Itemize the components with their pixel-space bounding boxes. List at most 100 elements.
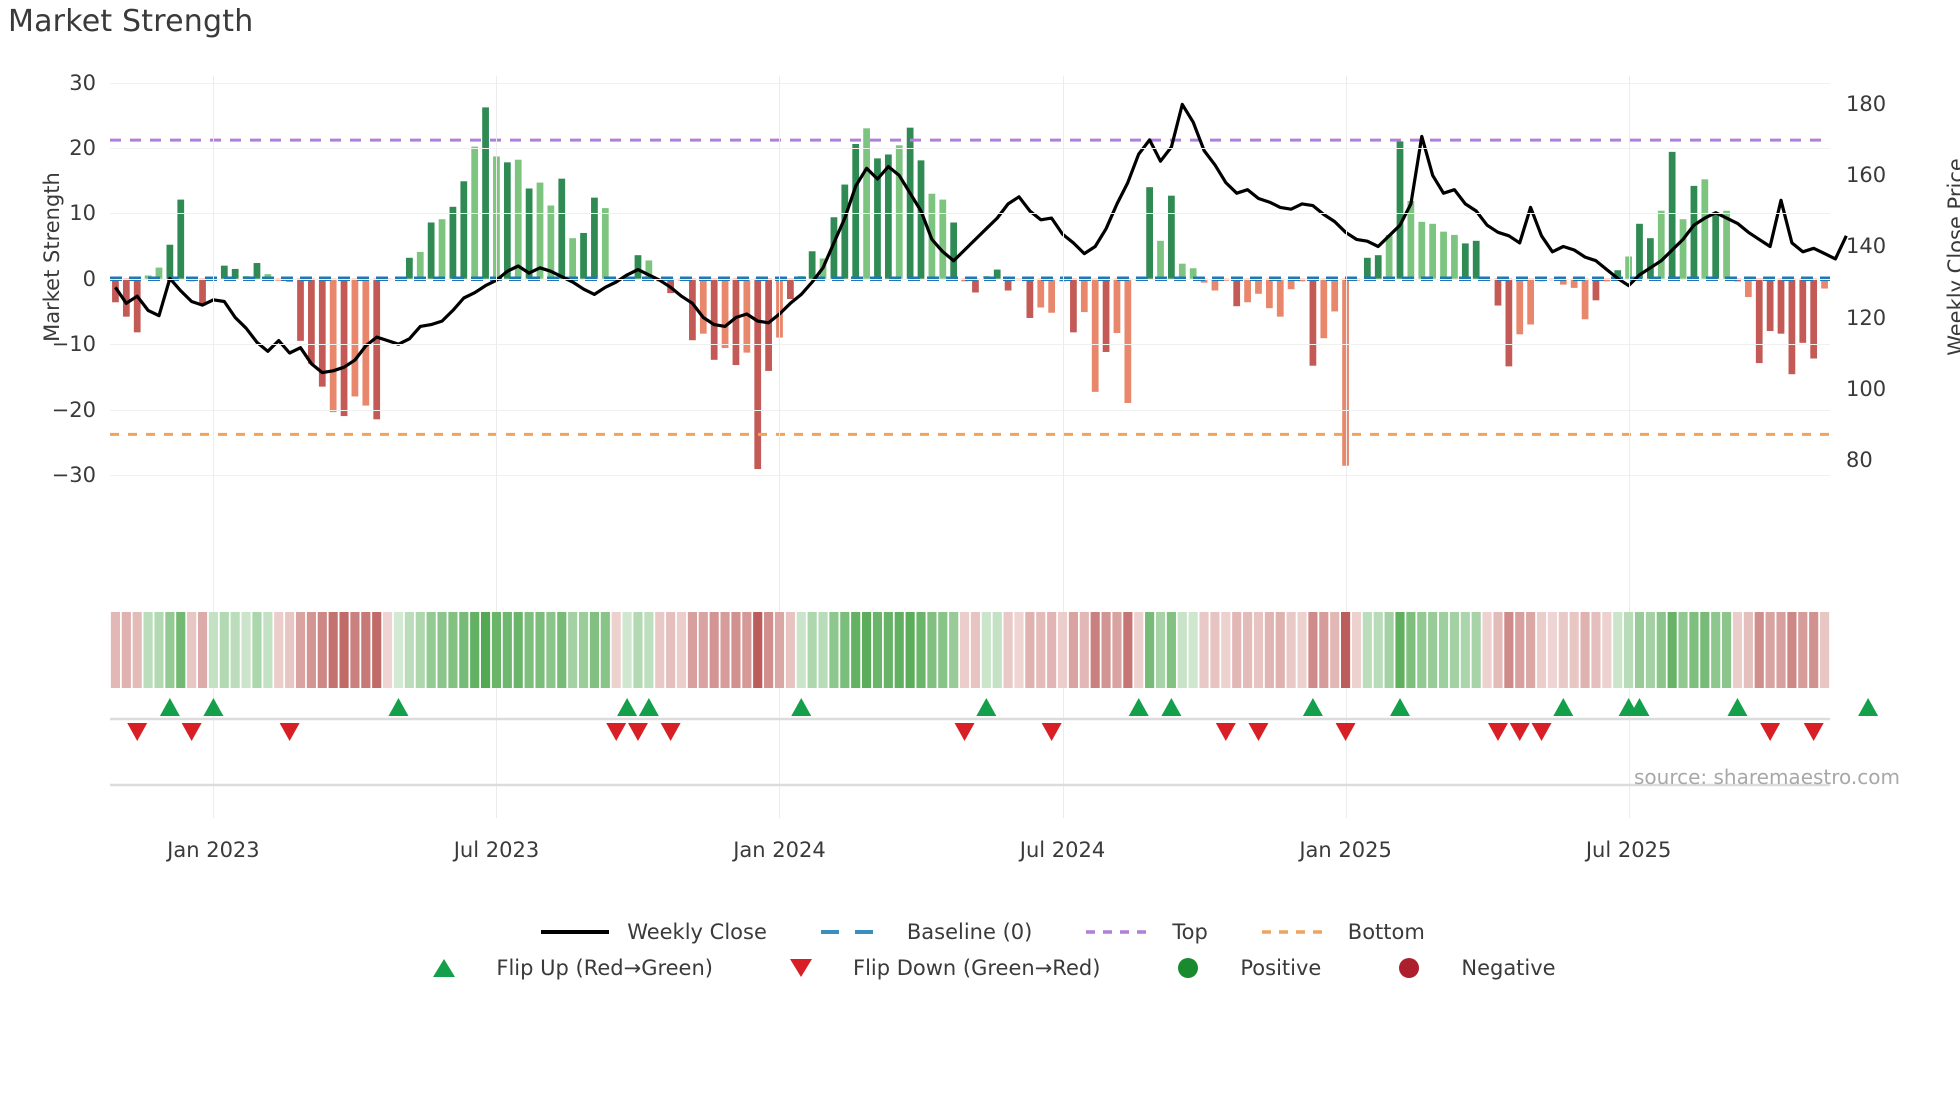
flip-up-marker-7 bbox=[1128, 698, 1149, 716]
y-tick-left-5: −20 bbox=[51, 397, 96, 422]
heatmap-cell-65 bbox=[818, 612, 828, 688]
bar-19 bbox=[318, 278, 326, 387]
heatmap-cell-114 bbox=[1351, 612, 1362, 688]
bar-154 bbox=[1788, 278, 1796, 375]
heatmap-cell-130 bbox=[1526, 612, 1536, 688]
bar-20 bbox=[329, 278, 337, 413]
bar-147 bbox=[1712, 213, 1720, 279]
legend-item-top[interactable]: Top bbox=[1080, 920, 1208, 944]
legend-swatch bbox=[535, 921, 615, 943]
heatmap-cell-15 bbox=[274, 612, 284, 688]
gridline-h-2 bbox=[110, 213, 1830, 215]
heatmap-cell-126 bbox=[1482, 612, 1492, 688]
bar-77 bbox=[950, 222, 958, 279]
heatmap-cell-113 bbox=[1340, 612, 1351, 688]
bar-1 bbox=[122, 278, 130, 317]
heatmap-cell-100 bbox=[1199, 612, 1209, 688]
gridline-v-3 bbox=[1062, 76, 1064, 818]
y-tick-right-2: 140 bbox=[1846, 234, 1887, 259]
heatmap-cell-81 bbox=[992, 612, 1002, 688]
heatmap-cell-23 bbox=[361, 612, 371, 688]
heatmap-cell-156 bbox=[1809, 612, 1819, 688]
bar-71 bbox=[884, 154, 892, 279]
legend-label: Flip Up (Red→Green) bbox=[496, 956, 713, 980]
flip-down-marker-10 bbox=[1335, 723, 1356, 741]
page-title: Market Strength bbox=[8, 4, 254, 39]
bar-116 bbox=[1374, 255, 1382, 279]
bar-101 bbox=[1211, 278, 1219, 291]
heatmap-cell-92 bbox=[1112, 612, 1122, 688]
heatmap-cell-39 bbox=[535, 612, 545, 688]
heatmap-cell-146 bbox=[1700, 612, 1710, 688]
y-tick-left-2: 10 bbox=[69, 201, 96, 226]
flip-up-marker-2 bbox=[388, 698, 409, 716]
heatmap-cell-31 bbox=[448, 612, 458, 688]
heatmap-cell-50 bbox=[655, 612, 665, 688]
heatmap-cell-96 bbox=[1155, 612, 1166, 688]
bar-27 bbox=[405, 257, 413, 279]
flip-up-marker-10 bbox=[1390, 698, 1410, 716]
bar-108 bbox=[1287, 278, 1295, 290]
bar-134 bbox=[1570, 278, 1578, 288]
bar-96 bbox=[1157, 240, 1164, 279]
heatmap-cell-21 bbox=[339, 612, 349, 688]
heatmap-cell-42 bbox=[568, 612, 578, 688]
legend-item-weekly-close[interactable]: Weekly Close bbox=[535, 920, 767, 944]
bar-14 bbox=[264, 274, 272, 279]
heatmap-cell-72 bbox=[894, 612, 904, 688]
gridline-v-0 bbox=[213, 76, 215, 818]
x-tick-3: Jul 2024 bbox=[1019, 838, 1106, 862]
heatmap-cell-30 bbox=[437, 612, 447, 688]
legend-swatch bbox=[1148, 957, 1228, 979]
bar-62 bbox=[787, 278, 794, 300]
legend-row-secondary: Flip Up (Red→Green) Flip Down (Green→Red)… bbox=[0, 956, 1960, 980]
bar-21 bbox=[340, 278, 348, 417]
bar-138 bbox=[1614, 270, 1622, 279]
gridline-v-5 bbox=[1628, 76, 1630, 818]
bar-17 bbox=[297, 278, 304, 341]
bar-13 bbox=[253, 263, 261, 279]
heatmap-cell-106 bbox=[1264, 612, 1274, 688]
bar-110 bbox=[1309, 278, 1317, 366]
bar-122 bbox=[1440, 231, 1447, 279]
heatmap-cell-2 bbox=[132, 612, 142, 688]
heatmap-cell-138 bbox=[1613, 612, 1623, 688]
legend-item-baseline-0[interactable]: Baseline (0) bbox=[815, 920, 1032, 944]
legend-row-primary: Weekly Close Baseline (0) Top Bottom bbox=[0, 920, 1960, 944]
legend-item-bottom[interactable]: Bottom bbox=[1256, 920, 1425, 944]
flip-down-marker-11 bbox=[1487, 723, 1508, 741]
heatmap-cell-33 bbox=[470, 612, 480, 688]
heatmap-cell-69 bbox=[862, 612, 872, 688]
bar-10 bbox=[220, 265, 228, 279]
bar-103 bbox=[1233, 278, 1241, 307]
y-axis-label-right: Weekly Close Price bbox=[1944, 158, 1960, 356]
bar-98 bbox=[1178, 263, 1186, 279]
heatmap-cell-107 bbox=[1275, 612, 1285, 688]
bar-112 bbox=[1331, 278, 1339, 312]
bar-99 bbox=[1189, 268, 1197, 279]
bar-125 bbox=[1472, 240, 1480, 279]
legend-item-positive[interactable]: Positive bbox=[1148, 956, 1321, 980]
bar-111 bbox=[1320, 278, 1328, 339]
heatmap-cell-14 bbox=[263, 612, 273, 688]
main-chart-svg bbox=[110, 102, 1848, 470]
heatmap-cell-10 bbox=[219, 612, 229, 688]
legend-item-flip-down-green-red[interactable]: Flip Down (Green→Red) bbox=[761, 956, 1100, 980]
legend-label: Top bbox=[1172, 920, 1208, 944]
heatmap-cell-75 bbox=[927, 612, 937, 688]
heatmap-cell-40 bbox=[546, 612, 556, 688]
legend-item-flip-up-red-green[interactable]: Flip Up (Red→Green) bbox=[404, 956, 713, 980]
legend-label: Weekly Close bbox=[627, 920, 767, 944]
bar-33 bbox=[471, 146, 479, 279]
heatmap-cell-62 bbox=[785, 612, 795, 688]
bar-151 bbox=[1755, 278, 1763, 364]
heatmap-cell-121 bbox=[1428, 612, 1438, 688]
legend-item-negative[interactable]: Negative bbox=[1369, 956, 1556, 980]
heatmap-cell-133 bbox=[1558, 612, 1568, 688]
bar-129 bbox=[1516, 278, 1524, 335]
bar-124 bbox=[1461, 243, 1469, 279]
bar-128 bbox=[1505, 278, 1513, 367]
legend-swatch bbox=[1369, 957, 1449, 979]
heatmap-cell-94 bbox=[1134, 612, 1144, 688]
flip-up-marker-15 bbox=[1858, 698, 1879, 716]
